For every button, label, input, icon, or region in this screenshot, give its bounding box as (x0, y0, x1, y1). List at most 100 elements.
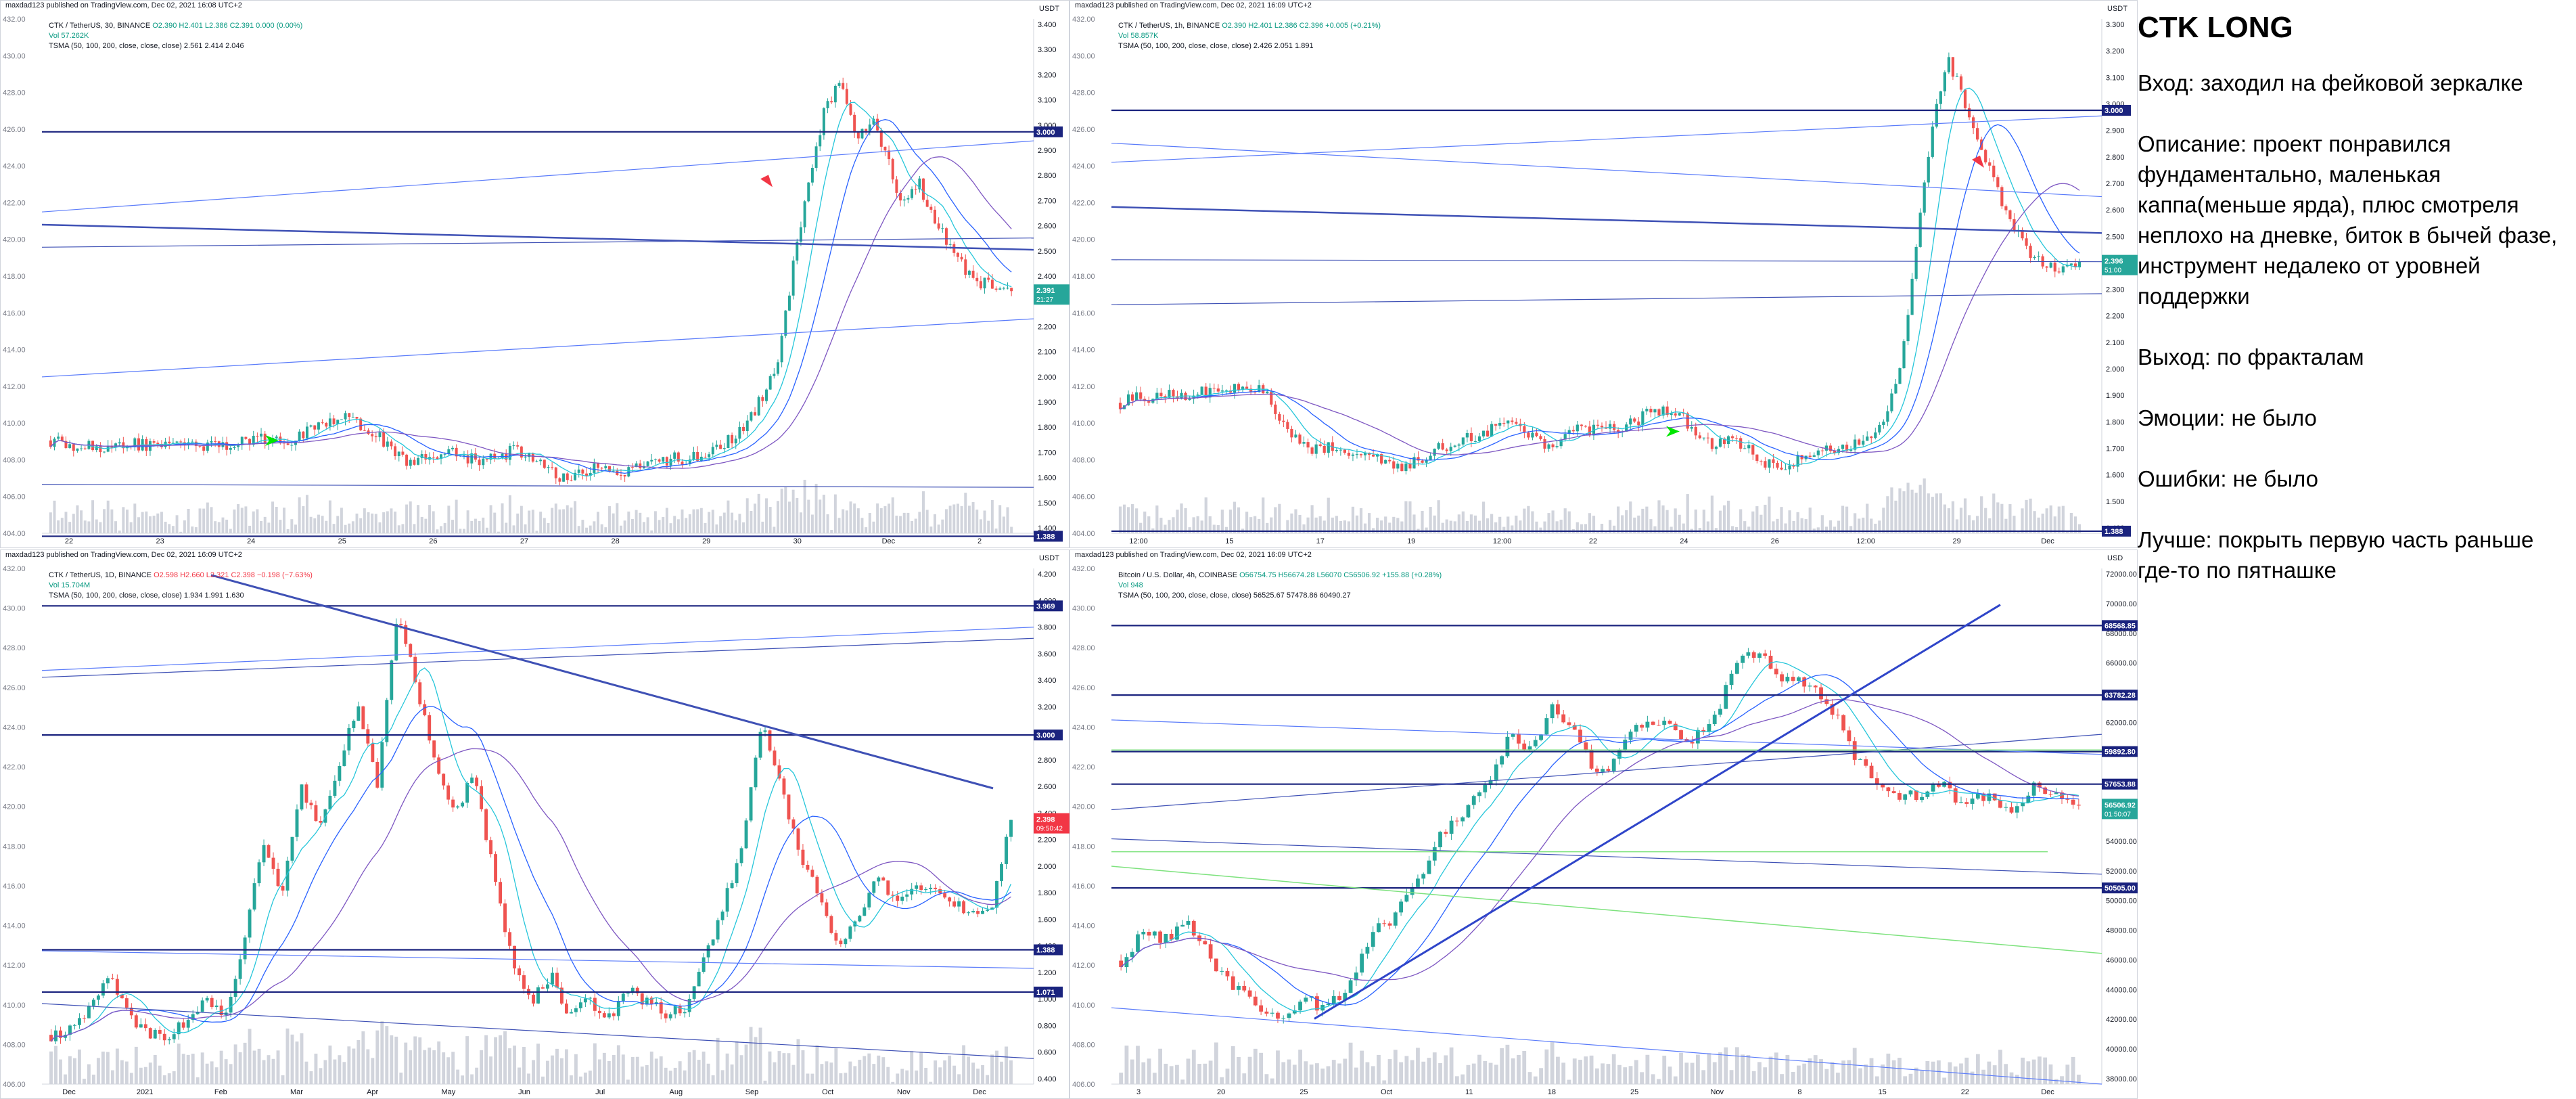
level-price-text: 3.000 (1036, 732, 1055, 740)
level-price-tag (1034, 531, 1063, 542)
right-tick-label: 70000.00 (2106, 600, 2137, 608)
candle-body (1955, 76, 1959, 77)
currency-label: USD (2107, 554, 2123, 562)
candle-body (1931, 784, 1935, 792)
candle-body (649, 997, 653, 1005)
trend-line[interactable] (1111, 259, 2102, 263)
trend-line[interactable] (1111, 838, 2102, 875)
volume-bar (1360, 1050, 1364, 1084)
volume-bar (1010, 526, 1013, 533)
candle-body (72, 1025, 76, 1026)
trend-line[interactable] (41, 1003, 1034, 1059)
volume-bar (158, 1065, 162, 1084)
current-price-text: 2.391 (1036, 287, 1055, 295)
volume-bar (2061, 506, 2065, 533)
volume-bar (321, 516, 324, 533)
candle-body (1819, 687, 1823, 700)
candle-body (1561, 714, 1566, 723)
moving-average-line (51, 667, 1012, 1042)
volume-bar (361, 1031, 365, 1084)
trend-line[interactable] (1111, 734, 2102, 811)
candle-body (1906, 315, 1910, 342)
volume-bar (126, 510, 129, 533)
candle-body (888, 150, 891, 160)
main-trend-line[interactable] (1111, 206, 2102, 234)
right-tick-label: 54000.00 (2106, 838, 2137, 846)
volume-bar (1824, 526, 1828, 533)
trend-line[interactable] (41, 140, 1034, 212)
volume-bar (1136, 1046, 1140, 1084)
trend-lines (41, 627, 1034, 1059)
x-tick-label: Dec (973, 1088, 986, 1096)
volume-bar (819, 499, 822, 533)
green-trend-line[interactable] (1111, 866, 2102, 954)
chart-panel-1d[interactable]: 432.00 430.00 428.00 426.00 424.00 422.00 420.… (0, 550, 1070, 1099)
volume-bar (164, 521, 167, 533)
volume-bar (333, 1059, 337, 1084)
trend-line[interactable] (1111, 142, 2102, 198)
main-trend-line[interactable] (1314, 604, 2001, 1020)
candle-body (2043, 787, 2048, 794)
volume-bar (1665, 510, 1669, 533)
main-trend-line[interactable] (41, 223, 1034, 251)
candle-body (742, 426, 745, 432)
trend-line[interactable] (1111, 1007, 2102, 1085)
symbol-legend[interactable]: CTK / TetherUS, 1D, BINANCE O2.598 H2.66… (49, 571, 313, 579)
volume-bar (768, 507, 772, 533)
volume-bar (1287, 1059, 1291, 1084)
volume-bar (238, 1052, 242, 1084)
symbol-legend[interactable]: CTK / TetherUS, 1h, BINANCE O2.390 H2.40… (1118, 22, 1381, 30)
trend-line[interactable] (41, 637, 1034, 678)
volume-bar (2004, 518, 2008, 533)
x-tick-label: 22 (65, 537, 73, 545)
candle-body (929, 206, 933, 210)
trend-line[interactable] (41, 238, 1034, 248)
trend-line[interactable] (41, 484, 1034, 488)
level-price-text: 3.969 (1036, 602, 1055, 610)
candle-body (442, 773, 446, 786)
right-tick-label: 4.200 (1038, 570, 1057, 579)
trend-line[interactable] (1111, 115, 2102, 163)
trend-line[interactable] (1111, 719, 2102, 755)
candle-body (196, 1012, 200, 1014)
trend-line[interactable] (1111, 293, 2102, 305)
chart-panel-1h[interactable]: 432.00 430.00 428.00 426.00 424.00 422.00 420.… (1070, 0, 2138, 548)
moving-average-line (1120, 698, 2079, 981)
volume-bar (860, 518, 864, 533)
left-tick-label: 424.00 (3, 723, 26, 732)
volume-bar (1432, 1052, 1437, 1084)
volume-bar (745, 498, 749, 533)
volume-bar (103, 509, 106, 533)
chart-panel-30m[interactable]: 432.00 430.00 428.00 426.00 424.00 422.00 420.… (0, 0, 1070, 548)
trend-line[interactable] (41, 627, 1034, 671)
volume-bar (462, 529, 465, 533)
trend-line[interactable] (41, 950, 1034, 969)
candle-body (1931, 127, 1934, 157)
chart-panel-btc-4h[interactable]: 432.00 430.00 428.00 426.00 424.00 422.00 420.… (1070, 550, 2138, 1099)
volume-bar (309, 1071, 313, 1084)
volume-bar (750, 510, 753, 533)
volume-bar (708, 512, 711, 533)
trend-lines (1111, 115, 2102, 305)
candle-body (59, 1030, 62, 1038)
candle-body (750, 412, 753, 421)
candle-body (177, 1022, 181, 1035)
candle-body (1555, 446, 1559, 447)
candle-body (1208, 388, 1212, 398)
volume-bar (87, 521, 91, 533)
candle-body (1327, 442, 1330, 453)
candle-body (1220, 970, 1224, 972)
candle-body (1589, 750, 1594, 769)
entry-arrow-icon (265, 434, 279, 446)
right-tick-label: 2.500 (2106, 233, 2125, 241)
trend-line[interactable] (41, 318, 1034, 378)
candle-body (1264, 1011, 1269, 1014)
candle-body (1882, 422, 1885, 425)
volume-bar (630, 518, 634, 533)
main-trend-line[interactable] (210, 574, 994, 790)
volume-bar (1975, 1054, 1980, 1084)
symbol-legend[interactable]: CTK / TetherUS, 30, BINANCE O2.390 H2.40… (49, 22, 302, 30)
symbol-legend[interactable]: Bitcoin / U.S. Dollar, 4h, COINBASE O567… (1118, 571, 1442, 579)
volume-bar (455, 499, 458, 533)
right-tick-label: 3.200 (2106, 47, 2125, 55)
